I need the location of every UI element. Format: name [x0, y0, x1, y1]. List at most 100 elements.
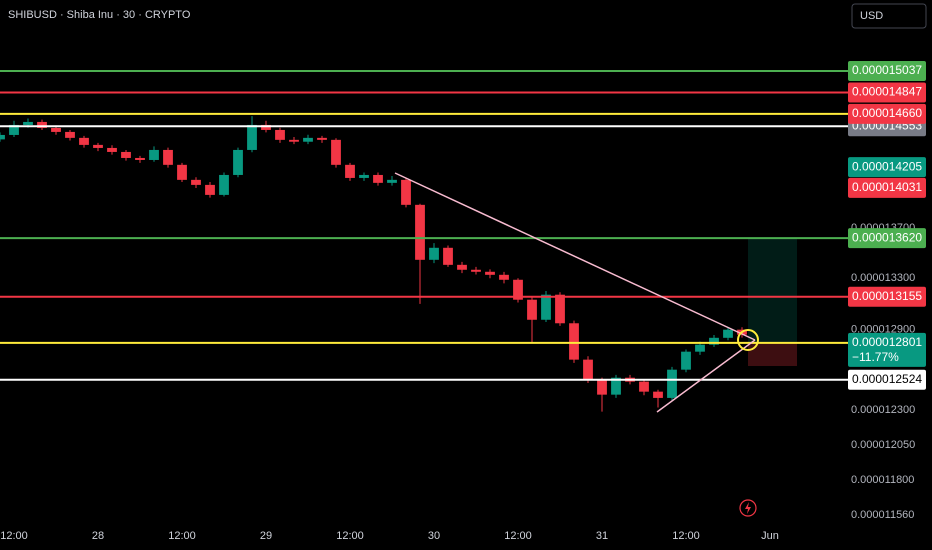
currency[interactable]: USD	[860, 10, 883, 22]
candle-body	[485, 271, 495, 275]
x-tick-label: 12:00	[336, 530, 364, 542]
price-label: 0.000013155	[852, 289, 922, 303]
symbol-title: SHIBUSD · Shiba Inu · 30 · CRYPTO	[8, 9, 191, 21]
candle-body	[79, 137, 89, 145]
candle-body	[359, 174, 369, 178]
candle-body	[345, 164, 355, 178]
price-label: 0.000014847	[852, 85, 922, 99]
trendlines	[394, 172, 759, 413]
candle-body	[457, 264, 467, 270]
x-tick-label: 31	[596, 530, 608, 542]
candle-body	[569, 323, 579, 360]
candle-body	[639, 381, 649, 392]
price-label-box	[848, 286, 926, 307]
y-tick-label: 0.000012900	[851, 324, 915, 336]
x-tick-label: Jun	[761, 530, 779, 542]
candle-body	[51, 127, 61, 132]
candle-body	[513, 279, 523, 300]
price-label-box	[848, 177, 926, 198]
candle-body	[107, 147, 117, 152]
candle-body	[611, 377, 621, 395]
candle-body	[401, 179, 411, 205]
candle-body	[219, 174, 229, 195]
profit-zone	[748, 239, 797, 342]
price-label-box	[848, 60, 926, 81]
price-label: 0.000014660	[852, 106, 922, 120]
price-label: 0.000013620	[852, 230, 922, 244]
candle-body	[555, 294, 565, 324]
candle-body	[275, 129, 285, 140]
candle-body	[387, 179, 397, 183]
x-tick-label: 29	[260, 530, 272, 542]
candle-body	[289, 139, 299, 142]
candle-body	[205, 184, 215, 195]
candle-body	[261, 124, 271, 130]
x-tick-label: 28	[92, 530, 104, 542]
alert-circle[interactable]	[739, 499, 757, 517]
currency-button[interactable]	[851, 3, 927, 29]
alert-icon[interactable]	[739, 499, 757, 517]
price-label: 0.000014031	[852, 180, 922, 194]
candle-body	[9, 124, 19, 135]
price-axis: 0.0000137000.0000133000.0000129000.00001…	[0, 60, 926, 542]
highlight-circle	[737, 329, 759, 351]
candle-body	[723, 329, 733, 338]
candle-body	[135, 157, 145, 160]
candle-body	[583, 359, 593, 380]
candle-body	[0, 134, 5, 140]
price-label: 0.000015037	[852, 63, 922, 77]
candle-body	[471, 269, 481, 272]
candle-body	[653, 391, 663, 398]
price-change: −11.77%	[852, 350, 899, 364]
price-label: 0.000012801	[852, 335, 922, 349]
candle-body	[415, 204, 425, 260]
drawings	[748, 239, 797, 366]
candle-body	[681, 351, 691, 370]
candle-body	[163, 149, 173, 165]
candle-body	[191, 179, 201, 185]
price-label-box	[848, 82, 926, 103]
candle-body	[667, 369, 677, 398]
price-label-box	[848, 103, 926, 124]
y-tick-label: 0.000012050	[851, 439, 915, 451]
candle-body	[527, 299, 537, 320]
candle-body	[177, 164, 187, 180]
candle-body	[65, 131, 75, 138]
alert-bolt[interactable]	[745, 502, 751, 514]
candle-body	[317, 137, 327, 140]
plot-area	[0, 69, 848, 412]
candle-body	[233, 149, 243, 175]
candle-body	[429, 247, 439, 260]
y-tick-label: 0.000013300	[851, 272, 915, 284]
candle-body	[541, 294, 551, 320]
x-tick-label: 12:00	[0, 530, 28, 542]
price-label-box	[848, 228, 926, 249]
trendline	[394, 172, 756, 341]
y-tick-label: 0.000012300	[851, 404, 915, 416]
price-label: 0.000012524	[852, 372, 922, 386]
candle-body	[331, 139, 341, 165]
candle-body	[37, 121, 47, 128]
candle-body	[247, 124, 257, 150]
candle-body	[303, 137, 313, 142]
x-tick-label: 12:00	[672, 530, 700, 542]
candle-body	[149, 149, 159, 160]
trendline	[656, 339, 756, 413]
price-label: 0.000014205	[852, 159, 922, 173]
candle-body	[93, 144, 103, 148]
candle-body	[23, 121, 33, 125]
candle-body	[443, 247, 453, 265]
y-tick-label: 0.000011560	[851, 509, 914, 521]
x-tick-label: 12:00	[168, 530, 196, 542]
candle-body	[709, 337, 719, 345]
y-tick-label: 0.000011800	[851, 474, 914, 486]
x-tick-label: 12:00	[504, 530, 532, 542]
x-tick-label: 30	[428, 530, 440, 542]
price-label-box	[848, 157, 926, 178]
candle-body	[695, 344, 705, 352]
candle-body	[499, 274, 509, 280]
candle-body	[121, 151, 131, 158]
candle-body	[373, 174, 383, 183]
price-label-box	[848, 369, 926, 390]
